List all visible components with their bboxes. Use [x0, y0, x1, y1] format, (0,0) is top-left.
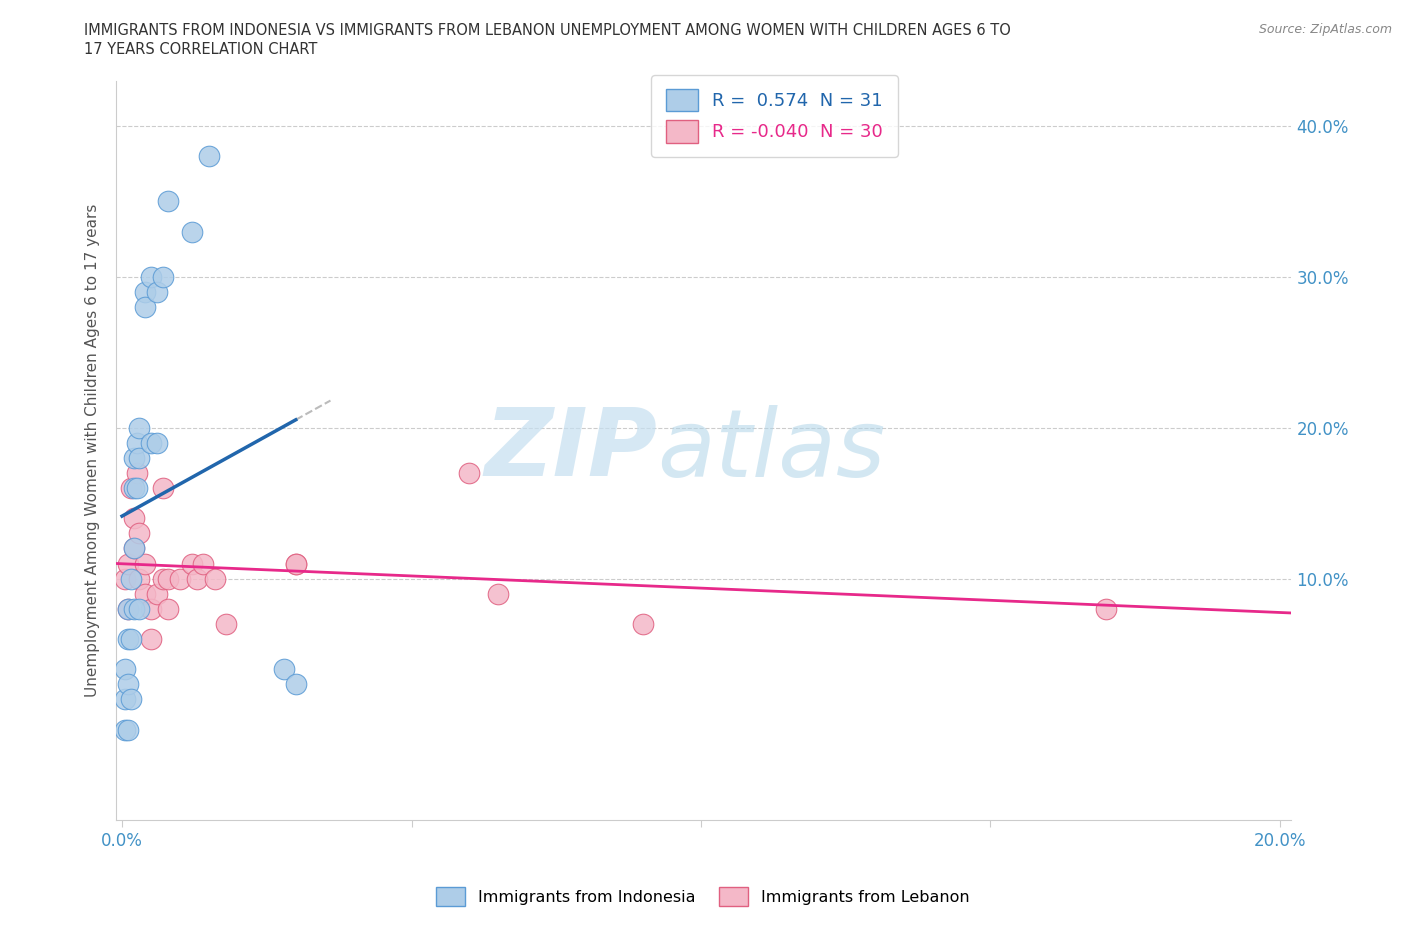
Point: [204, 571, 226, 586]
Point: [139, 270, 162, 285]
Point: [215, 617, 238, 631]
Point: [284, 677, 307, 692]
Point: [117, 722, 139, 737]
Point: [180, 556, 202, 571]
Point: [157, 602, 180, 617]
Point: [122, 541, 145, 556]
Point: [134, 285, 156, 299]
Text: ZIP: ZIP: [484, 405, 657, 497]
Point: [152, 571, 174, 586]
Point: [134, 556, 156, 571]
Point: [125, 466, 148, 481]
Y-axis label: Unemployment Among Women with Children Ages 6 to 17 years: Unemployment Among Women with Children A…: [86, 204, 100, 698]
Point: [157, 571, 180, 586]
Point: [157, 194, 180, 209]
Point: [125, 435, 148, 450]
Point: [284, 556, 307, 571]
Point: [122, 511, 145, 525]
Point: [191, 556, 214, 571]
Point: [122, 602, 145, 617]
Point: [134, 299, 156, 314]
Point: [152, 270, 174, 285]
Point: [128, 602, 150, 617]
Point: [117, 677, 139, 692]
Point: [128, 526, 150, 541]
Point: [117, 602, 139, 617]
Point: [114, 722, 136, 737]
Text: IMMIGRANTS FROM INDONESIA VS IMMIGRANTS FROM LEBANON UNEMPLOYMENT AMONG WOMEN WI: IMMIGRANTS FROM INDONESIA VS IMMIGRANTS …: [84, 23, 1011, 38]
Point: [120, 631, 142, 646]
Point: [139, 602, 162, 617]
Text: 17 YEARS CORRELATION CHART: 17 YEARS CORRELATION CHART: [84, 42, 318, 57]
Legend: Immigrants from Indonesia, Immigrants from Lebanon: Immigrants from Indonesia, Immigrants fr…: [430, 881, 976, 912]
Point: [186, 571, 208, 586]
Point: [117, 602, 139, 617]
Point: [458, 466, 481, 481]
Point: [152, 481, 174, 496]
Point: [114, 662, 136, 677]
Point: [146, 285, 169, 299]
Point: [631, 617, 654, 631]
Point: [180, 224, 202, 239]
Point: [139, 631, 162, 646]
Point: [146, 586, 169, 601]
Point: [273, 662, 295, 677]
Point: [486, 586, 509, 601]
Point: [134, 586, 156, 601]
Point: [122, 450, 145, 465]
Point: [284, 556, 307, 571]
Point: [122, 541, 145, 556]
Point: [120, 481, 142, 496]
Text: atlas: atlas: [657, 405, 886, 496]
Point: [169, 571, 191, 586]
Point: [128, 571, 150, 586]
Point: [117, 556, 139, 571]
Point: [125, 481, 148, 496]
Point: [122, 481, 145, 496]
Point: [114, 692, 136, 707]
Point: [139, 435, 162, 450]
Point: [198, 149, 221, 164]
Point: [114, 571, 136, 586]
Point: [120, 692, 142, 707]
Point: [120, 571, 142, 586]
Point: [117, 631, 139, 646]
Point: [1095, 602, 1118, 617]
Legend: R =  0.574  N = 31, R = -0.040  N = 30: R = 0.574 N = 31, R = -0.040 N = 30: [651, 75, 897, 157]
Point: [128, 420, 150, 435]
Text: Source: ZipAtlas.com: Source: ZipAtlas.com: [1258, 23, 1392, 36]
Point: [146, 435, 169, 450]
Point: [128, 450, 150, 465]
